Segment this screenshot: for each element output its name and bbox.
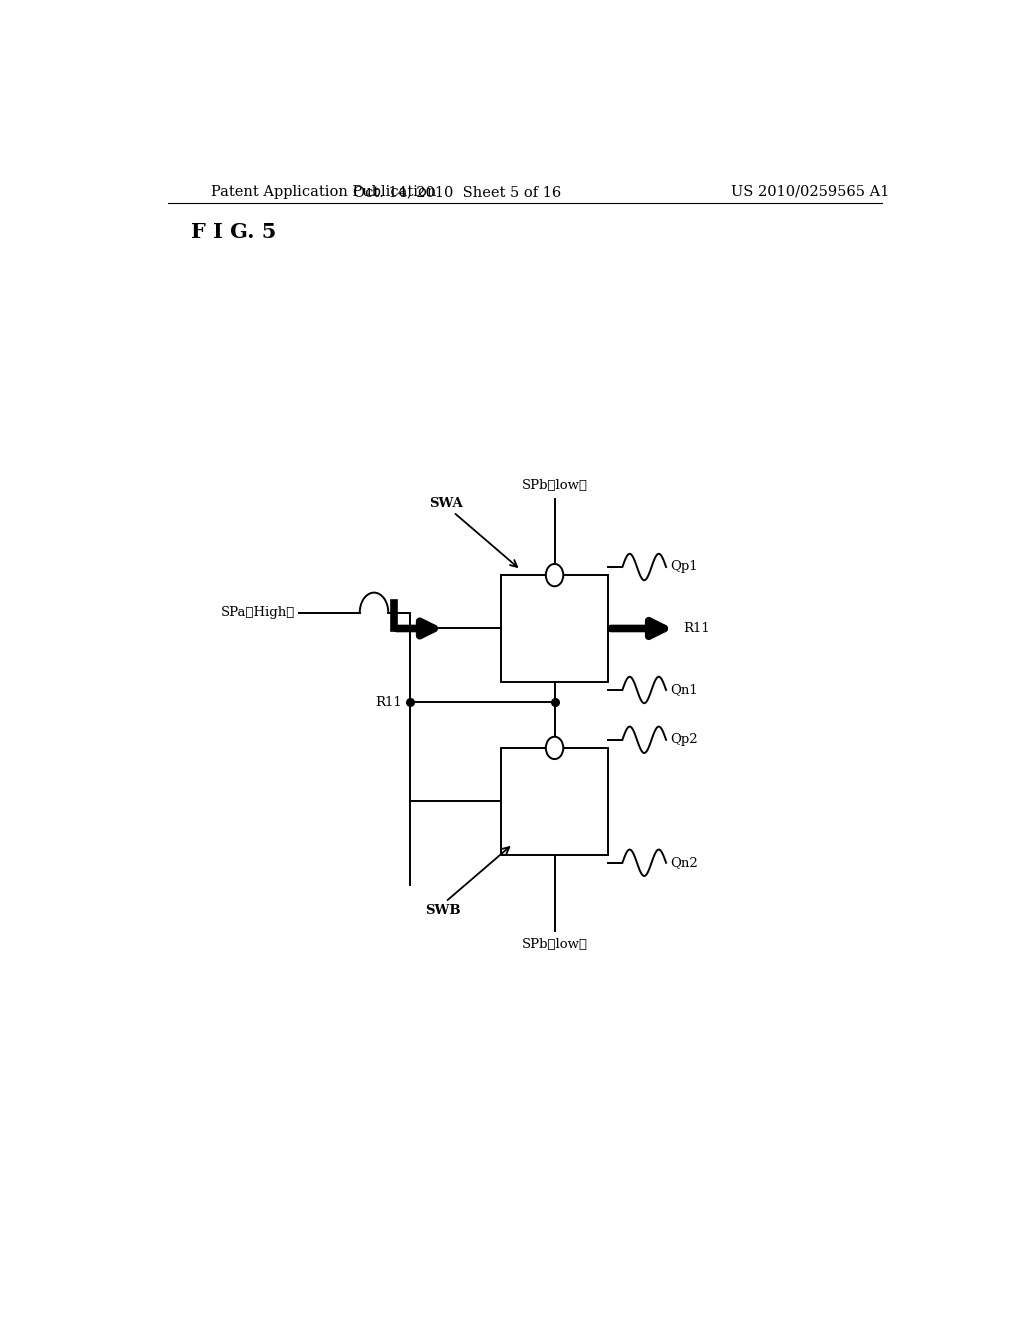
Text: F I G. 5: F I G. 5 bbox=[191, 222, 276, 242]
Text: SWA: SWA bbox=[430, 498, 463, 511]
Text: Qp2: Qp2 bbox=[670, 734, 697, 746]
Text: Qn1: Qn1 bbox=[670, 684, 697, 697]
Text: Qn2: Qn2 bbox=[670, 857, 697, 870]
Circle shape bbox=[546, 737, 563, 759]
Text: Patent Application Publication: Patent Application Publication bbox=[211, 185, 436, 199]
Circle shape bbox=[546, 564, 563, 586]
Text: R11: R11 bbox=[684, 622, 711, 635]
Text: US 2010/0259565 A1: US 2010/0259565 A1 bbox=[731, 185, 890, 199]
Text: Qp1: Qp1 bbox=[670, 561, 697, 573]
Text: SPb（low）: SPb（low） bbox=[521, 939, 588, 950]
Bar bbox=[501, 576, 608, 682]
Text: SWB: SWB bbox=[426, 903, 461, 916]
Bar bbox=[501, 748, 608, 854]
Text: R11: R11 bbox=[375, 696, 401, 709]
Text: SPa（High）: SPa（High） bbox=[220, 606, 295, 619]
Text: Oct. 14, 2010  Sheet 5 of 16: Oct. 14, 2010 Sheet 5 of 16 bbox=[353, 185, 561, 199]
Text: SPb（low）: SPb（low） bbox=[521, 479, 588, 492]
